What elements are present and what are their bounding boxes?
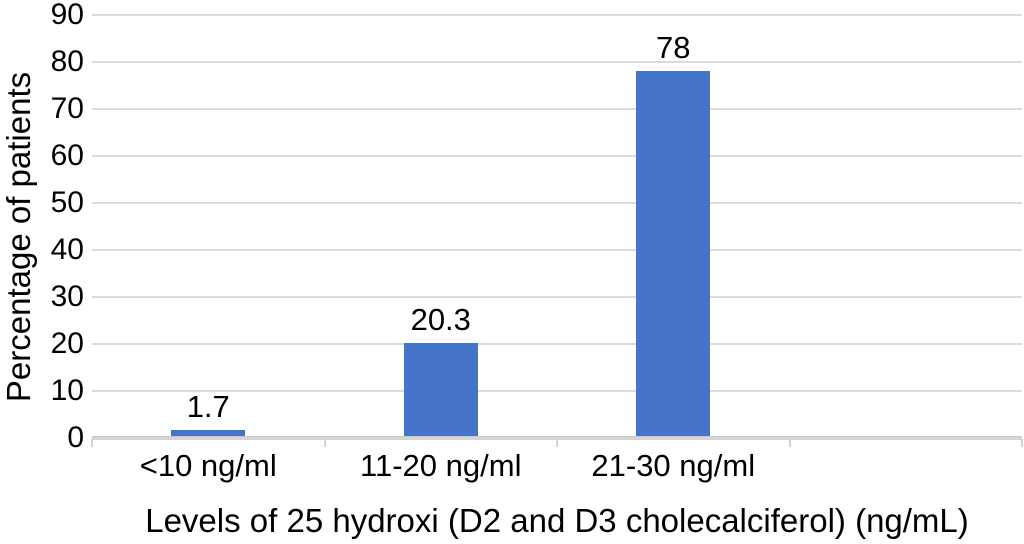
bar-value-label: 78: [656, 30, 691, 66]
x-axis-tick: [1021, 439, 1023, 447]
gridline: [92, 14, 1022, 16]
x-tick-label: 11-20 ng/ml: [360, 448, 522, 483]
y-tick-label: 90: [50, 0, 84, 31]
x-axis-title: Levels of 25 hydroxi (D2 and D3 cholecal…: [145, 502, 969, 539]
x-axis-tick: [323, 439, 326, 447]
y-tick-label: 20: [50, 327, 84, 360]
gridline: [92, 249, 1022, 251]
bar: [403, 342, 478, 438]
y-tick-label: 50: [50, 186, 84, 219]
gridline: [92, 202, 1022, 204]
x-axis-line: [92, 436, 1022, 440]
bar-value-label: 20.3: [410, 301, 471, 337]
y-tick-label: 40: [50, 233, 84, 266]
gridline: [92, 108, 1022, 110]
y-tick-label: 60: [50, 139, 84, 172]
bar: [171, 430, 246, 438]
x-axis-tick: [788, 439, 791, 447]
y-tick-label: 30: [50, 280, 84, 313]
bar-value-label: 1.7: [186, 389, 230, 425]
gridline: [92, 390, 1022, 392]
y-tick-label: 0: [67, 421, 84, 454]
y-axis-labels: 0 10 20 30 40 50 60 70 80 90: [0, 0, 84, 544]
bar: [636, 71, 711, 438]
x-axis-tick: [556, 439, 558, 447]
x-tick-label: 21-30 ng/ml: [591, 448, 756, 483]
y-tick-label: 70: [50, 92, 84, 125]
gridline: [92, 155, 1022, 157]
y-tick-label: 80: [50, 45, 84, 78]
plot-area: 1.7 20.3 78: [92, 14, 1022, 438]
x-axis-tick: [91, 439, 93, 447]
gridline: [92, 296, 1022, 298]
gridline: [92, 61, 1022, 63]
x-tick-label: <10 ng/ml: [139, 448, 277, 483]
gridline: [92, 343, 1022, 345]
y-tick-label: 10: [50, 374, 84, 407]
